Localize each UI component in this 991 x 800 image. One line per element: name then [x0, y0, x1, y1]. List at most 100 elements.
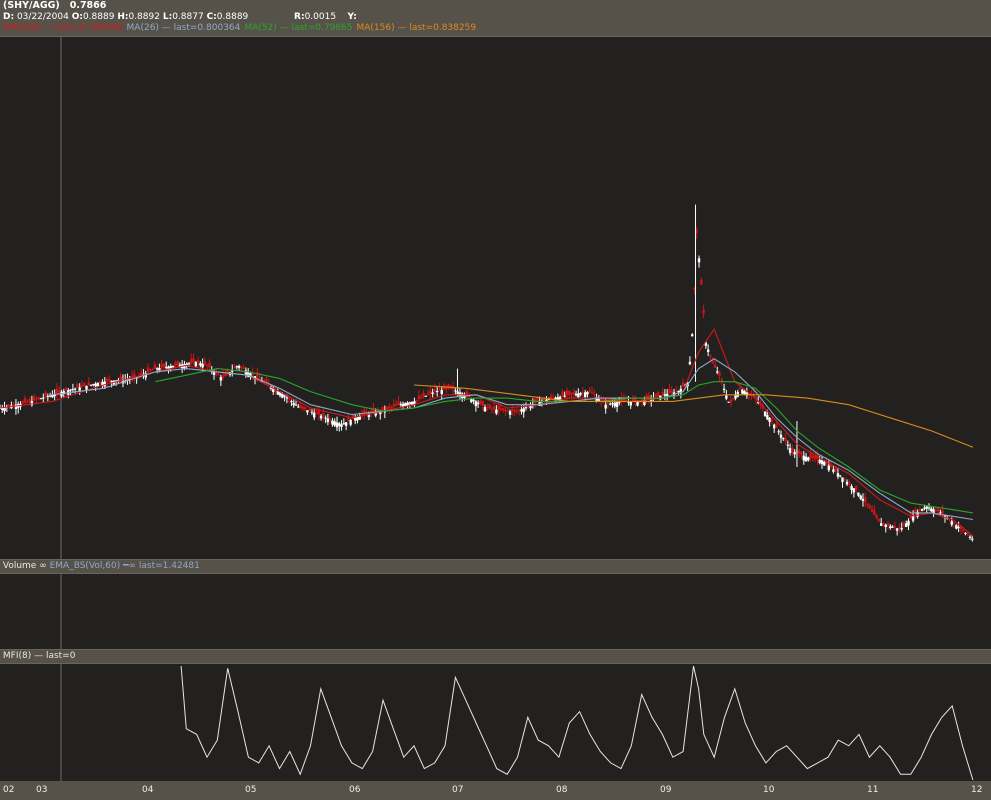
series-ma26	[51, 358, 973, 521]
candle-body	[659, 395, 662, 400]
candle-body	[711, 361, 714, 364]
range-label: R:	[294, 12, 305, 22]
candle-body	[606, 400, 610, 405]
close-label: C:	[206, 12, 217, 22]
mfi-panel[interactable]	[0, 664, 991, 781]
candle-body	[226, 370, 229, 375]
candle-body	[303, 407, 307, 410]
candle-body	[727, 401, 730, 403]
candle-body	[203, 361, 207, 365]
candle-body	[772, 424, 776, 429]
candle-body	[850, 486, 853, 490]
candle-body	[133, 373, 136, 379]
candle-body	[599, 398, 603, 402]
legend-ma52: MA(52) — last=0.79865	[244, 23, 353, 33]
candle-body	[823, 461, 826, 466]
candle-body	[333, 421, 336, 426]
candle-body	[169, 366, 172, 369]
candle-body	[338, 423, 341, 426]
candle-body	[955, 525, 958, 529]
candle-body	[367, 413, 371, 418]
candle-body	[604, 404, 607, 409]
candle-body	[424, 395, 427, 397]
candle-body	[693, 288, 696, 290]
candle-body	[51, 394, 54, 398]
price-chart[interactable]	[0, 37, 991, 559]
candle-body	[431, 392, 434, 394]
series-ma52	[155, 368, 973, 514]
candle-body	[415, 400, 418, 402]
candle-body	[529, 405, 532, 409]
candle-body	[160, 363, 163, 368]
candle-body	[422, 392, 425, 397]
candle-body	[579, 393, 582, 395]
candle-body	[517, 409, 521, 411]
candle-body	[256, 372, 259, 378]
candle-body	[139, 372, 143, 376]
series-ema26	[0, 328, 974, 537]
chart-header: (SHY/AGG) 0.7866 D: 03/22/2004 O:0.8889 …	[0, 0, 991, 37]
symbol-name: (SHY/AGG)	[3, 0, 60, 11]
candle-body	[716, 371, 719, 373]
candle-body	[918, 508, 922, 511]
candle-body	[820, 460, 824, 465]
x-tick-label: 12	[971, 785, 983, 795]
candle-body	[836, 473, 840, 477]
candle-body	[720, 379, 724, 383]
candle-body	[879, 523, 883, 526]
candle-body	[299, 405, 302, 409]
candle-body	[868, 505, 872, 509]
candle-body	[729, 399, 733, 403]
candle-body	[552, 397, 555, 399]
candle-body	[98, 381, 102, 383]
candle-body	[390, 406, 393, 408]
candle-body	[848, 482, 851, 484]
candle-body	[939, 512, 942, 514]
candle-body	[971, 538, 974, 540]
candle-body	[718, 371, 721, 376]
candle-body	[586, 391, 589, 395]
x-tick-label: 09	[660, 785, 672, 795]
candle-body	[670, 390, 673, 393]
candle-body	[190, 359, 193, 363]
x-tick-label: 02	[3, 785, 15, 795]
candle-body	[308, 408, 311, 411]
candle-body	[964, 532, 967, 534]
close-value: 0.8889	[216, 12, 249, 22]
candle-body	[681, 382, 685, 387]
candle-body	[968, 536, 972, 538]
candle-body	[905, 523, 908, 527]
candle-body	[413, 401, 416, 406]
candle-body	[859, 495, 862, 500]
volume-panel[interactable]	[0, 574, 991, 649]
candle-body	[1, 407, 4, 410]
candle-body	[702, 310, 705, 314]
candle-body	[497, 405, 500, 410]
candle-body	[178, 364, 182, 368]
candle-body	[543, 397, 546, 401]
candle-body	[570, 392, 573, 395]
ohlc-row: D: 03/22/2004 O:0.8889 H:0.8892 L:0.8877…	[3, 12, 357, 22]
candle-body	[21, 401, 24, 404]
candle-body	[32, 396, 36, 401]
candle-body	[902, 523, 906, 526]
candle-body	[76, 384, 79, 388]
candle-body	[722, 388, 726, 391]
candle-body	[898, 527, 901, 529]
candle-body	[208, 362, 211, 368]
candle-body	[194, 362, 198, 367]
x-tick-label: 07	[452, 785, 464, 795]
candle-body	[959, 526, 963, 530]
candle-body	[961, 529, 965, 531]
candle-body	[595, 397, 598, 402]
candle-body	[258, 378, 261, 380]
candle-body	[474, 401, 478, 407]
candle-body	[811, 455, 815, 459]
candle-body	[433, 389, 437, 392]
candle-body	[322, 412, 325, 417]
mfi-label: MFI(8) — last=0	[2, 651, 76, 661]
candle-body	[126, 379, 129, 381]
candle-body	[85, 385, 88, 390]
candle-body	[490, 408, 494, 410]
candle-body	[763, 411, 767, 416]
